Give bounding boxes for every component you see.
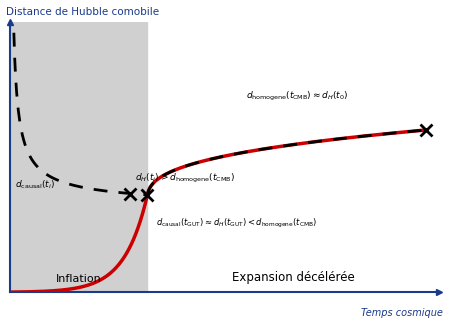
Bar [10,22,147,292]
Text: $d_{\rm causal}(t_{\rm GUT}) \approx d_H(t_{\rm GUT}) < d_{\rm homogene}(t_{\rm : $d_{\rm causal}(t_{\rm GUT}) \approx d_H… [156,216,317,229]
Text: $d_{\rm homogene}(t_{\rm CMB}) \approx d_H(t_0)$: $d_{\rm homogene}(t_{\rm CMB}) \approx d… [246,90,348,103]
Text: Inflation: Inflation [56,274,102,284]
Text: Expansion décélérée: Expansion décélérée [232,271,354,284]
Text: $d_{\rm causal}(t_i)$: $d_{\rm causal}(t_i)$ [15,178,55,191]
Text: $d_H(t_i) > d_{\rm homogene}(t_{\rm CMB})$: $d_H(t_i) > d_{\rm homogene}(t_{\rm CMB}… [135,172,235,185]
Text: Distance de Hubble comobile: Distance de Hubble comobile [6,6,159,17]
Text: Temps cosmique: Temps cosmique [361,308,443,318]
